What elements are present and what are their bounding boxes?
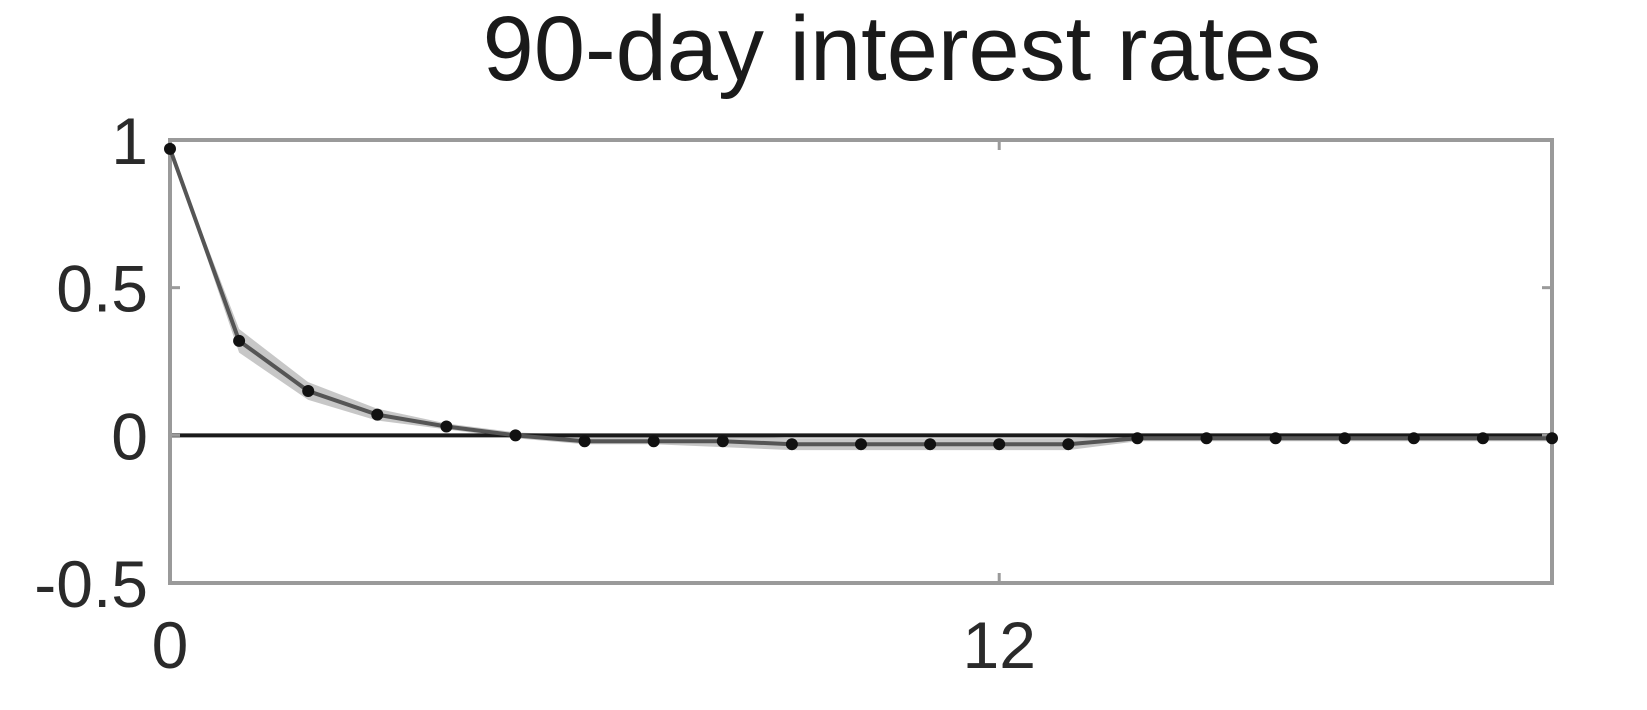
data-point — [302, 385, 314, 397]
data-point — [510, 429, 522, 441]
confidence-band — [170, 149, 1552, 450]
data-point — [648, 435, 660, 447]
data-point — [1062, 438, 1074, 450]
data-point — [1201, 432, 1213, 444]
plot-frame — [170, 140, 1552, 583]
data-point — [1477, 432, 1489, 444]
data-point — [1339, 432, 1351, 444]
data-point — [579, 435, 591, 447]
data-point — [855, 438, 867, 450]
data-point — [1270, 432, 1282, 444]
data-point — [440, 420, 452, 432]
y-tick-label: 0 — [111, 399, 148, 473]
data-point — [1546, 432, 1558, 444]
confidence-band-layer — [170, 149, 1552, 450]
data-point — [993, 438, 1005, 450]
data-point — [924, 438, 936, 450]
data-point — [233, 335, 245, 347]
data-point — [371, 409, 383, 421]
data-point — [164, 143, 176, 155]
series-line-layer — [170, 149, 1552, 444]
data-point — [786, 438, 798, 450]
series-markers — [164, 143, 1558, 450]
x-tick-label: 0 — [152, 608, 189, 682]
tick-marks — [170, 140, 1552, 583]
data-point — [1131, 432, 1143, 444]
y-tick-label: 1 — [111, 104, 148, 178]
y-tick-label: 0.5 — [56, 252, 148, 326]
data-point — [1408, 432, 1420, 444]
data-point — [717, 435, 729, 447]
x-tick-labels: 0 12 — [152, 608, 1036, 682]
chart-title: 90-day interest rates — [483, 0, 1322, 100]
series-line — [170, 149, 1552, 444]
y-tick-label: -0.5 — [34, 547, 148, 621]
y-tick-labels: 1 0.5 0 -0.5 — [34, 104, 148, 621]
x-tick-label: 12 — [962, 608, 1035, 682]
